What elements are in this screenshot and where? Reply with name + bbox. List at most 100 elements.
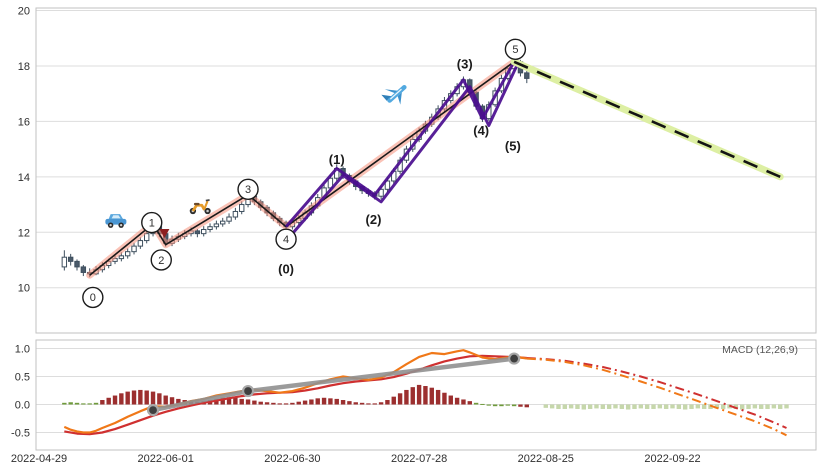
macd-y-tick-label: -0.5 [11,428,30,440]
macd-histogram-bar [378,402,384,405]
macd-histogram-bar [524,404,529,408]
macd-line-forecast [526,357,787,437]
macd-histogram-bar [410,387,415,405]
macd-histogram-bar [296,401,301,405]
trend-point-marker [146,404,160,417]
macd-forecast-histogram-bar [752,404,758,409]
x-axis-date-label: 2022-06-30 [264,453,320,465]
subwave-label: (0) [278,262,294,277]
macd-line [63,349,527,434]
signal-line [64,354,527,436]
candle-body [118,255,125,260]
wave-number-label: 5 [512,44,518,56]
x-axis-date-label: 2022-08-25 [518,453,574,465]
macd-forecast-histogram-bar [714,404,720,409]
candle-body [131,245,137,253]
macd-histogram-bar [309,399,314,405]
macd-forecast-histogram-bar [765,404,770,409]
macd-forecast-histogram-bar [771,404,777,409]
price-y-tick-label: 20 [18,6,30,18]
macd-histogram-bar [163,395,168,405]
wave-number-label: 2 [158,255,164,267]
macd-histogram-bar [340,400,346,405]
macd-histogram-bar [454,397,460,405]
subwave-label: (3) [457,57,473,72]
macd-histogram-bar [518,404,523,407]
macd-histogram-bar [62,402,67,405]
macd-y-tick-label: 0.5 [15,372,30,384]
plane-icon [380,77,413,110]
pullback-arrow-marker [159,229,170,239]
macd-histogram-bar [423,386,428,405]
macd-histogram-bar [100,400,105,405]
macd-histogram-bar [480,403,485,405]
candle-body [239,204,245,212]
macd-histogram-bar [157,393,162,405]
macd-histogram-bar [404,389,409,405]
candle-body [384,180,391,190]
macd-histogram-bar [328,398,333,405]
macd-histogram-bar [372,403,377,405]
macd-histogram-bar [131,390,137,405]
macd-forecast-histogram-bar [682,404,688,410]
candle-body [67,256,74,262]
wave-number-label: 3 [245,184,251,196]
macd-histogram-bar [290,402,295,405]
wave-number-label: 1 [149,217,155,229]
candle-body [201,228,207,235]
price-y-tick-label: 14 [18,172,30,184]
macd-histogram-bar [68,402,73,405]
macd-forecast-histogram-bar [720,404,726,409]
macd-indicator-label: MACD (12,26,9) [722,344,798,356]
signal-line-forecast [526,357,787,429]
candle-body [74,260,80,268]
macd-forecast-histogram-bar [587,404,593,409]
macd-forecast-histogram-bar [695,404,701,409]
macd-histogram-bar [499,404,504,407]
wave-number-circle [150,249,172,271]
price-y-tick-label: 12 [18,227,30,239]
macd-panel-layer [62,349,789,437]
candle-body [80,266,87,273]
macd-histogram-bar [252,400,257,405]
candle-body [61,256,68,268]
macd-forecast-histogram-bar [638,404,644,409]
macd-forecast-histogram-bar [708,404,713,409]
forecast-underlay [510,58,784,181]
x-axis-date-label: 2022-04-29 [11,453,67,465]
macd-forecast-histogram-bar [663,404,669,409]
macd-histogram-bar [334,398,339,405]
subwave-label: (2) [366,212,382,227]
macd-histogram-bar [150,391,156,405]
candle-body [207,226,213,230]
macd-y-tick-label: 1.0 [15,344,30,356]
macd-histogram-bar [144,390,149,405]
price-panel-layer [61,57,784,279]
annotations-layer: 0 1 2 3 4 5 (0) (1) (2) (3) (4) (5) [82,38,527,309]
macd-histogram-bar [347,401,352,405]
price-y-tick-label: 18 [18,61,30,73]
candle-body [232,210,239,218]
macd-histogram-bar [87,403,92,405]
candle-body [194,230,201,235]
macd-histogram-bar [505,404,510,406]
macd-histogram-bar [366,403,371,405]
macd-forecast-histogram-bar [689,404,694,409]
price-y-tick-label: 16 [18,116,30,128]
macd-histogram-bar [74,402,80,405]
macd-histogram-bar [138,389,143,405]
macd-histogram-bar [473,402,479,405]
candle-body [124,251,131,257]
macd-forecast-histogram-bar [657,404,663,409]
macd-forecast-histogram-bar [758,404,764,409]
subwave-label: (4) [473,123,489,138]
macd-histogram-bar [302,400,308,405]
macd-histogram-bar [264,402,270,405]
macd-panel-border [35,339,817,451]
macd-forecast-histogram-bar [676,404,682,409]
macd-forecast-histogram-bar [701,404,707,409]
macd-forecast-histogram-bar [562,404,568,409]
candle-body [213,223,220,228]
macd-histogram-bar [106,397,111,405]
macd-histogram-bar [416,384,422,405]
